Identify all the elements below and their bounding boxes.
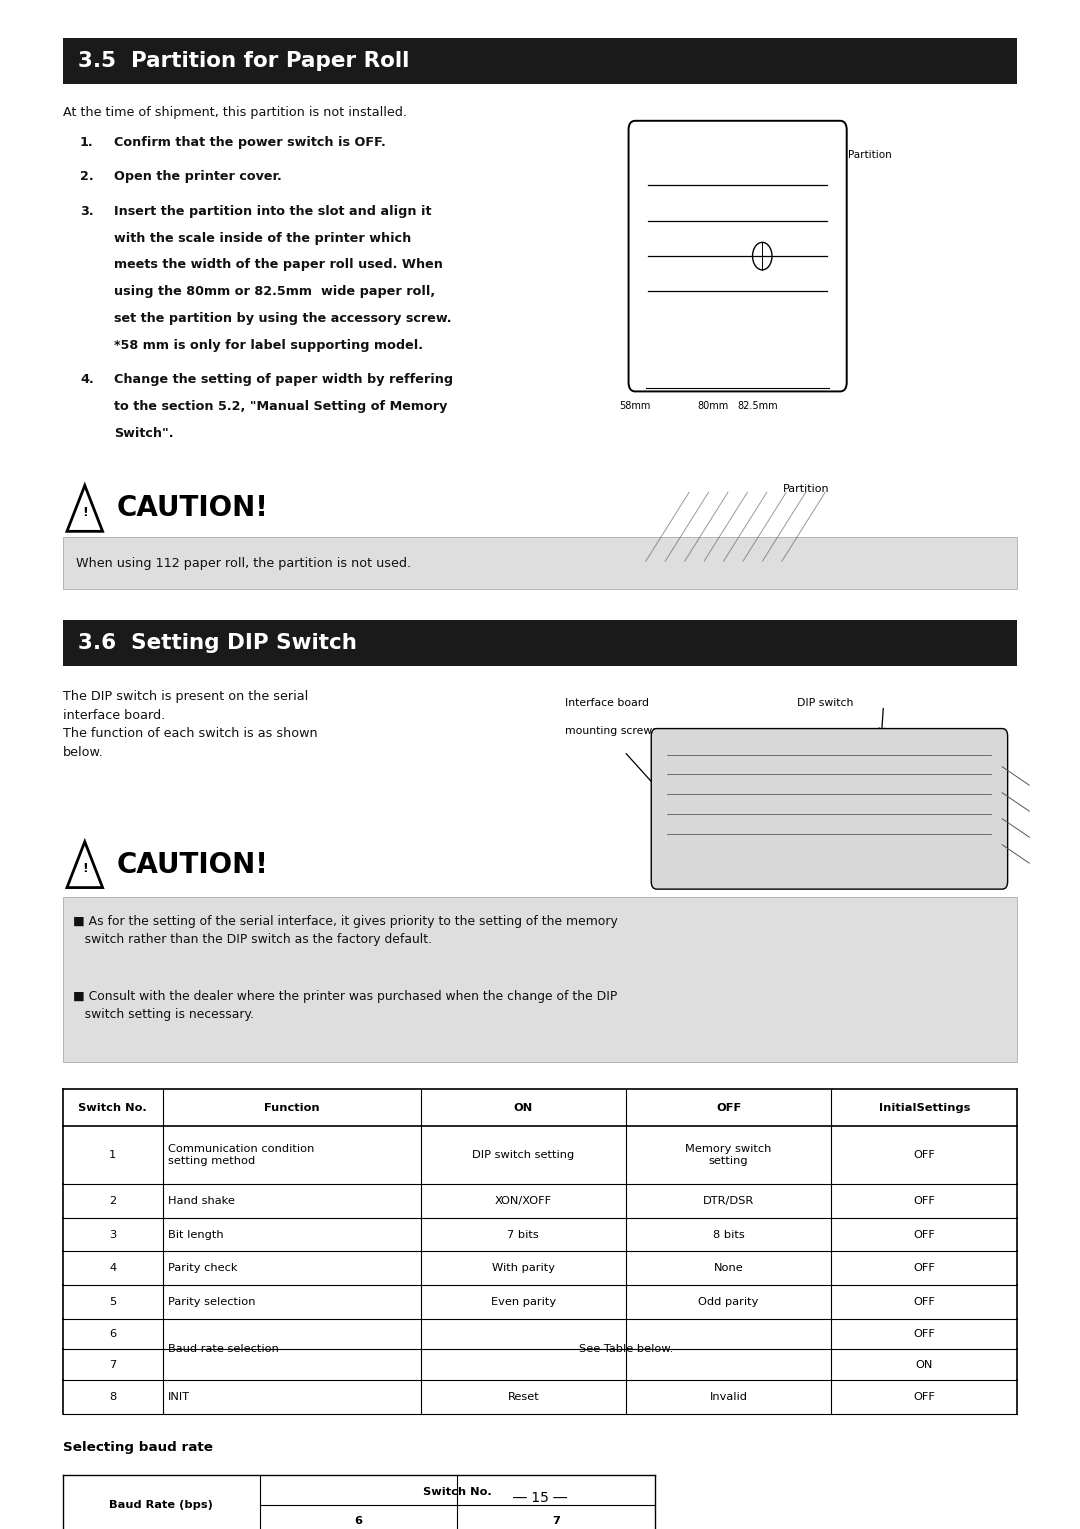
Text: OFF: OFF [914,1391,935,1402]
Text: Partition: Partition [783,485,829,494]
FancyBboxPatch shape [629,121,847,391]
FancyBboxPatch shape [63,619,1017,665]
Text: Scales: Scales [640,301,672,312]
Text: OFF: OFF [914,1297,935,1307]
Text: 4.: 4. [80,373,94,387]
Text: 7: 7 [109,1359,117,1370]
Text: meets the width of the paper roll used. When: meets the width of the paper roll used. … [114,258,444,272]
FancyBboxPatch shape [63,537,1017,589]
Text: OFF: OFF [914,1196,935,1206]
Text: Switch No.: Switch No. [79,1102,147,1113]
Text: Parity check: Parity check [168,1263,238,1274]
Text: Interface board: Interface board [565,697,649,708]
Text: 80mm: 80mm [698,401,729,411]
Text: 8: 8 [109,1391,117,1402]
Text: CAUTION!: CAUTION! [117,850,269,879]
Text: !: ! [82,506,87,518]
Text: *58 mm is only for label supporting model.: *58 mm is only for label supporting mode… [114,338,423,352]
Text: 3.5  Partition for Paper Roll: 3.5 Partition for Paper Roll [78,50,409,72]
Text: Change the setting of paper width by reffering: Change the setting of paper width by ref… [114,373,454,387]
Text: Baud rate selection: Baud rate selection [168,1344,279,1355]
Text: ON: ON [916,1359,933,1370]
Text: XON/XOFF: XON/XOFF [495,1196,552,1206]
Text: ■ Consult with the dealer where the printer was purchased when the change of the: ■ Consult with the dealer where the prin… [73,989,618,1020]
Text: OFF: OFF [914,1150,935,1161]
Text: 8 bits: 8 bits [713,1229,744,1240]
Text: Hand shake: Hand shake [168,1196,235,1206]
Text: DIP switch: DIP switch [797,697,853,708]
Text: 3.6  Setting DIP Switch: 3.6 Setting DIP Switch [78,633,356,653]
Text: DIP switch setting: DIP switch setting [472,1150,575,1161]
Text: DTR/DSR: DTR/DSR [703,1196,754,1206]
Text: CAUTION!: CAUTION! [117,494,269,523]
Text: 2.: 2. [80,170,94,183]
Text: OFF: OFF [914,1263,935,1274]
Text: to the section 5.2, "Manual Setting of Memory: to the section 5.2, "Manual Setting of M… [114,399,448,413]
Text: Baud Rate (bps): Baud Rate (bps) [109,1500,213,1511]
Text: using the 80mm or 82.5mm  wide paper roll,: using the 80mm or 82.5mm wide paper roll… [114,284,435,298]
Text: OFF: OFF [914,1329,935,1339]
Text: Odd parity: Odd parity [699,1297,759,1307]
Text: When using 112 paper roll, the partition is not used.: When using 112 paper roll, the partition… [76,557,410,570]
Text: Selecting baud rate: Selecting baud rate [63,1440,213,1454]
FancyBboxPatch shape [651,728,1008,888]
Text: With parity: With parity [491,1263,555,1274]
Text: ON: ON [514,1102,532,1113]
Text: 6: 6 [354,1517,362,1526]
Text: mounting screws: mounting screws [565,725,658,735]
Text: Memory switch
setting: Memory switch setting [686,1144,772,1167]
Text: 5: 5 [109,1297,117,1307]
Text: 3: 3 [109,1229,117,1240]
Text: 4: 4 [109,1263,117,1274]
Text: The DIP switch is present on the serial
interface board.
The function of each sw: The DIP switch is present on the serial … [63,690,318,758]
Text: Insert the partition into the slot and align it: Insert the partition into the slot and a… [114,205,432,219]
Text: Function: Function [264,1102,320,1113]
FancyBboxPatch shape [63,896,1017,1061]
Text: Switch No.: Switch No. [422,1486,491,1497]
Text: OFF: OFF [914,1229,935,1240]
Text: At the time of shipment, this partition is not installed.: At the time of shipment, this partition … [63,106,407,119]
FancyBboxPatch shape [63,38,1017,84]
Text: ― 15 ―: ― 15 ― [513,1491,567,1506]
Text: Bit length: Bit length [168,1229,224,1240]
FancyBboxPatch shape [63,1089,1017,1125]
Text: 7 bits: 7 bits [508,1229,539,1240]
Text: Parity selection: Parity selection [168,1297,256,1307]
Text: OFF: OFF [716,1102,741,1113]
Text: Reset: Reset [508,1391,539,1402]
Text: InitialSettings: InitialSettings [879,1102,970,1113]
Text: Switch".: Switch". [114,427,174,440]
Text: Confirm that the power switch is OFF.: Confirm that the power switch is OFF. [114,136,387,150]
Text: 6: 6 [109,1329,117,1339]
Text: INIT: INIT [168,1391,190,1402]
Text: None: None [714,1263,743,1274]
Text: 82.5mm: 82.5mm [738,401,779,411]
Text: See Table below.: See Table below. [579,1344,673,1355]
Text: set the partition by using the accessory screw.: set the partition by using the accessory… [114,312,453,326]
Text: 7: 7 [552,1517,559,1526]
Text: Partition: Partition [848,150,892,161]
Text: Even parity: Even parity [490,1297,556,1307]
Text: 1: 1 [109,1150,117,1161]
Text: Open the printer cover.: Open the printer cover. [114,170,282,183]
Text: !: ! [82,862,87,875]
Text: 58mm: 58mm [619,401,650,411]
Text: with the scale inside of the printer which: with the scale inside of the printer whi… [114,231,411,245]
Text: 2: 2 [109,1196,117,1206]
Text: ■ As for the setting of the serial interface, it gives priority to the setting o: ■ As for the setting of the serial inter… [73,914,619,945]
Text: 3.: 3. [80,205,94,219]
Text: 1.: 1. [80,136,94,150]
Text: Communication condition
setting method: Communication condition setting method [168,1144,314,1167]
Text: Invalid: Invalid [710,1391,747,1402]
